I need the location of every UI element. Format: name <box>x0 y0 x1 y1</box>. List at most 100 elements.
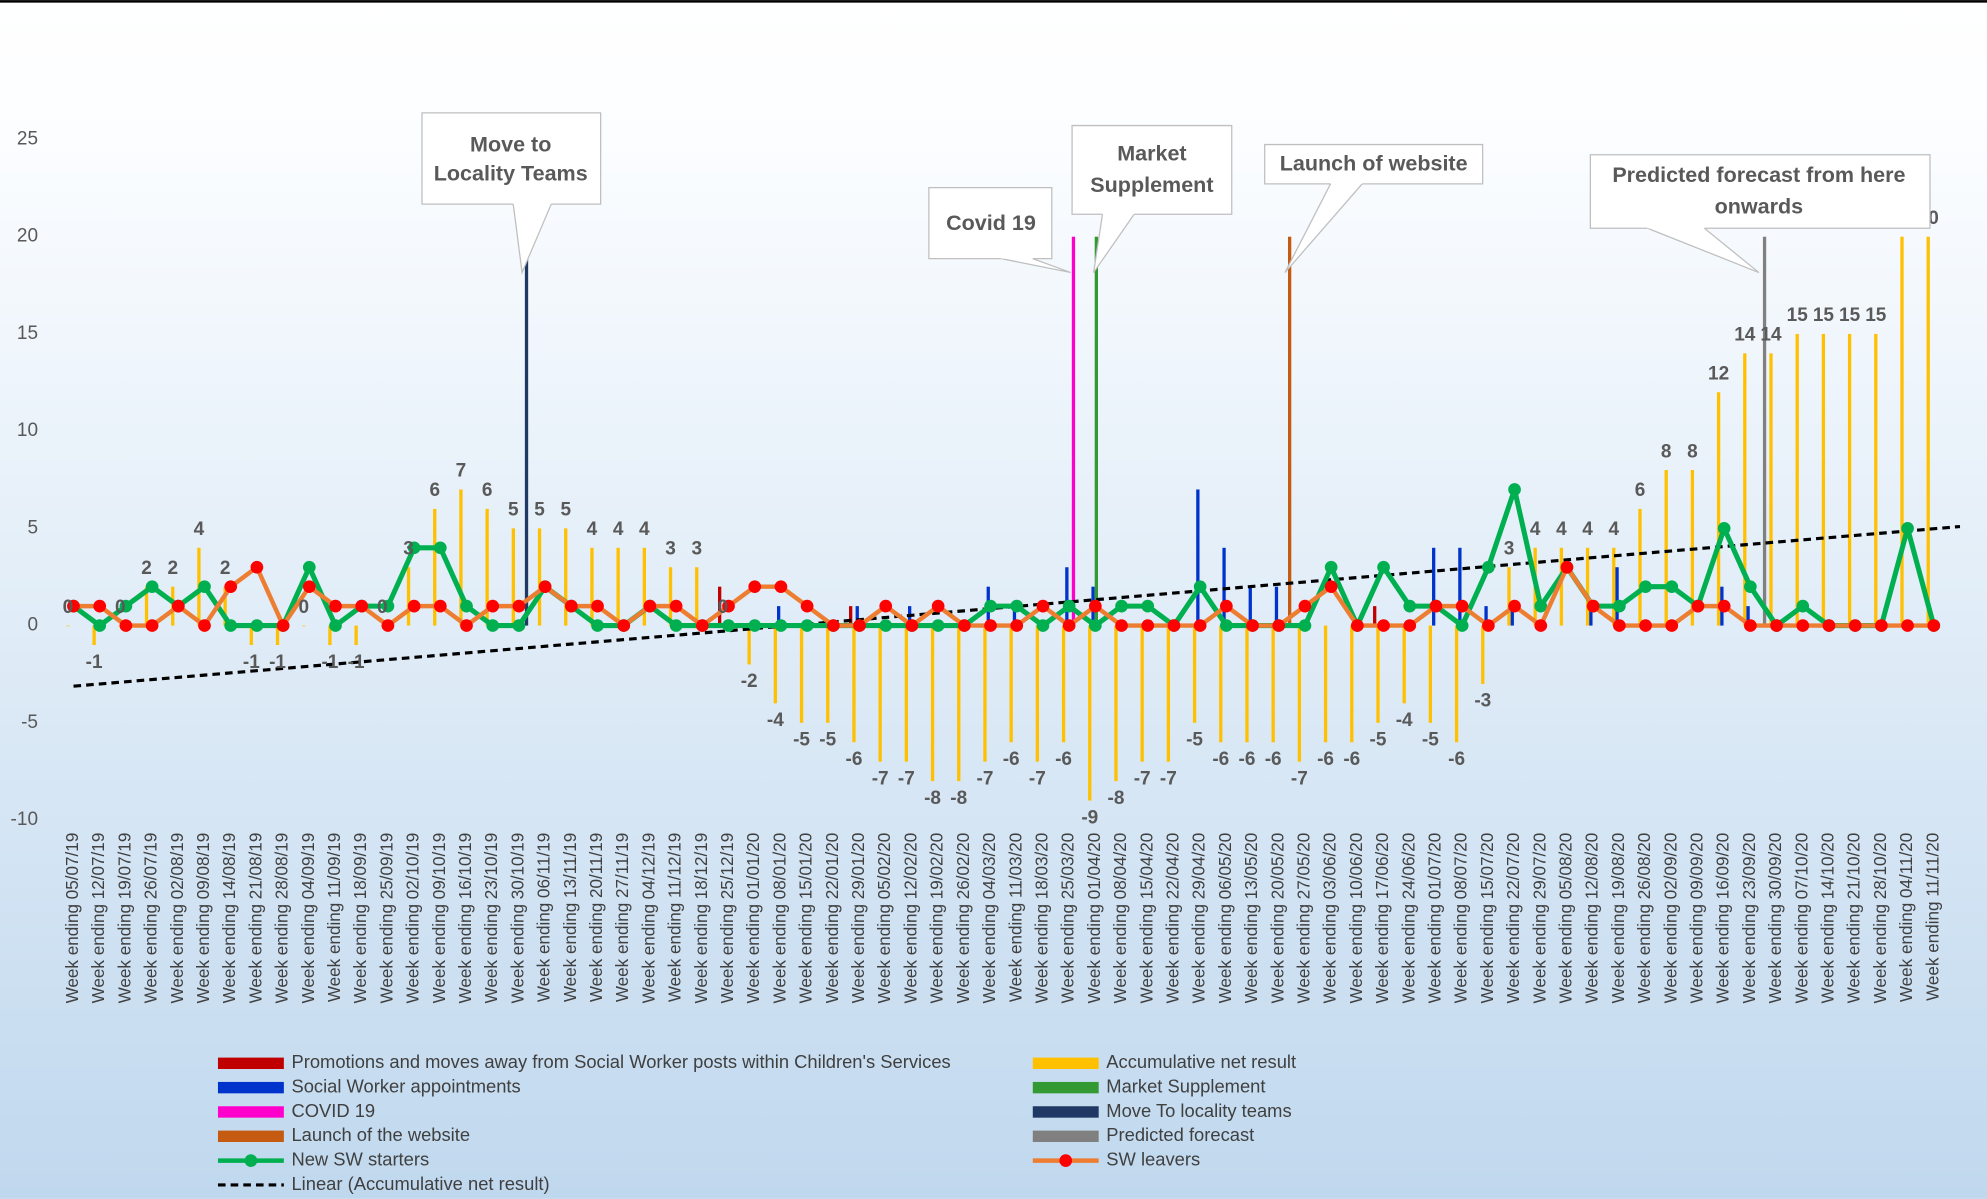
bar <box>1196 489 1200 626</box>
x-tick-label: Week ending 13/11/19 <box>561 833 580 1003</box>
x-tick-label: Week ending 09/08/19 <box>194 833 213 1004</box>
bar <box>144 586 149 626</box>
data-label: 6 <box>429 480 440 501</box>
callout-pointer-edge <box>1000 257 1072 274</box>
callout: Predicted forecast from here onwards <box>1589 154 1931 274</box>
x-tick-label: Week ending 07/10/20 <box>1792 833 1811 1004</box>
legend-swatch <box>217 1130 284 1142</box>
data-label: 4 <box>613 519 624 540</box>
callout-pointer-edge <box>1092 213 1135 273</box>
bar <box>1065 567 1069 626</box>
bar <box>1402 625 1406 704</box>
line-marker <box>171 599 185 613</box>
data-label: -3 <box>1474 691 1491 712</box>
bar <box>1432 547 1436 626</box>
line-marker <box>669 619 683 632</box>
top-border <box>0 0 1987 3</box>
legend-marker <box>1059 1154 1073 1167</box>
bar <box>983 625 987 762</box>
line-marker <box>931 619 945 632</box>
callout-text: Launch of website <box>1280 152 1468 176</box>
data-label: -7 <box>1134 768 1151 789</box>
line-marker <box>407 599 421 613</box>
y-tick-label: 15 <box>17 323 38 344</box>
bar <box>1009 625 1013 743</box>
bar <box>1746 606 1750 626</box>
bar <box>1762 236 1767 626</box>
data-label: -6 <box>1265 749 1282 770</box>
bar <box>1071 236 1076 626</box>
x-tick-label: Week ending 18/12/19 <box>692 833 711 1004</box>
data-label: -7 <box>1291 768 1308 789</box>
data-label: 15 <box>1865 305 1887 326</box>
line-marker <box>1351 619 1364 632</box>
legend-label: Accumulative net result <box>1106 1051 1296 1072</box>
line-marker <box>1167 619 1181 632</box>
x-tick-label: Week ending 26/07/19 <box>142 833 161 1004</box>
bar <box>1847 333 1852 626</box>
data-label: -1 <box>86 652 103 673</box>
bar <box>718 586 722 626</box>
bar <box>668 567 673 626</box>
bar <box>1559 547 1564 626</box>
x-tick-label: Week ending 09/10/19 <box>430 833 449 1004</box>
bar <box>1795 333 1799 626</box>
bar <box>524 236 529 626</box>
line-marker <box>1717 599 1731 613</box>
line-marker <box>250 619 264 632</box>
bar <box>1245 625 1249 743</box>
x-tick-label: Week ending 02/08/19 <box>168 833 187 1004</box>
bar <box>66 625 70 627</box>
legend-swatch <box>1032 1130 1099 1142</box>
line-marker <box>591 619 604 632</box>
callout-text: Predicted forecast from here <box>1612 163 1905 187</box>
bar <box>354 625 358 646</box>
x-tick-label: Week ending 29/07/20 <box>1530 833 1549 1004</box>
bar <box>799 625 804 723</box>
line-marker <box>1455 599 1469 613</box>
line-marker <box>1324 560 1338 574</box>
bar <box>695 567 699 626</box>
x-tick-label: Week ending 05/07/19 <box>63 833 82 1004</box>
bar <box>1615 567 1619 626</box>
data-label: -8 <box>1108 788 1125 809</box>
line-marker <box>1403 619 1417 632</box>
bar <box>852 625 856 743</box>
callout-pointer-edge <box>1647 227 1760 274</box>
line-marker <box>1875 619 1888 632</box>
bar <box>302 625 306 627</box>
bar <box>1484 606 1488 626</box>
data-label: 3 <box>1504 539 1515 560</box>
x-tick-label: Week ending 11/12/19 <box>666 833 685 1002</box>
line-marker <box>1298 619 1312 632</box>
bar <box>485 508 489 626</box>
x-tick-label: Week ending 08/07/20 <box>1452 833 1471 1004</box>
y-tick-label: -5 <box>21 712 38 733</box>
y-tick-label: 25 <box>17 129 38 150</box>
x-tick-label: Week ending 11/11/20 <box>1923 833 1942 1001</box>
x-tick-label: Week ending 26/02/20 <box>954 833 973 1004</box>
data-label: 15 <box>1813 305 1835 326</box>
line-marker <box>748 619 762 632</box>
line-marker <box>1796 599 1810 613</box>
x-tick-label: Week ending 04/12/19 <box>639 833 658 1004</box>
line-marker <box>1089 619 1102 632</box>
line-marker <box>329 619 342 632</box>
bar <box>1458 547 1462 626</box>
data-label: -5 <box>1186 730 1203 751</box>
callout-box <box>1589 154 1931 229</box>
line-marker <box>1062 619 1076 632</box>
line-marker <box>512 599 526 613</box>
line-marker <box>1560 560 1574 574</box>
data-label: 2 <box>141 558 152 579</box>
data-label: -4 <box>767 710 784 731</box>
bar <box>1926 236 1930 626</box>
line-marker <box>774 619 788 632</box>
callout-box <box>421 112 602 205</box>
line-marker <box>1665 580 1679 594</box>
data-label: 6 <box>1635 480 1646 501</box>
x-tick-label: Week ending 15/01/20 <box>797 833 816 1004</box>
bar <box>642 547 646 626</box>
